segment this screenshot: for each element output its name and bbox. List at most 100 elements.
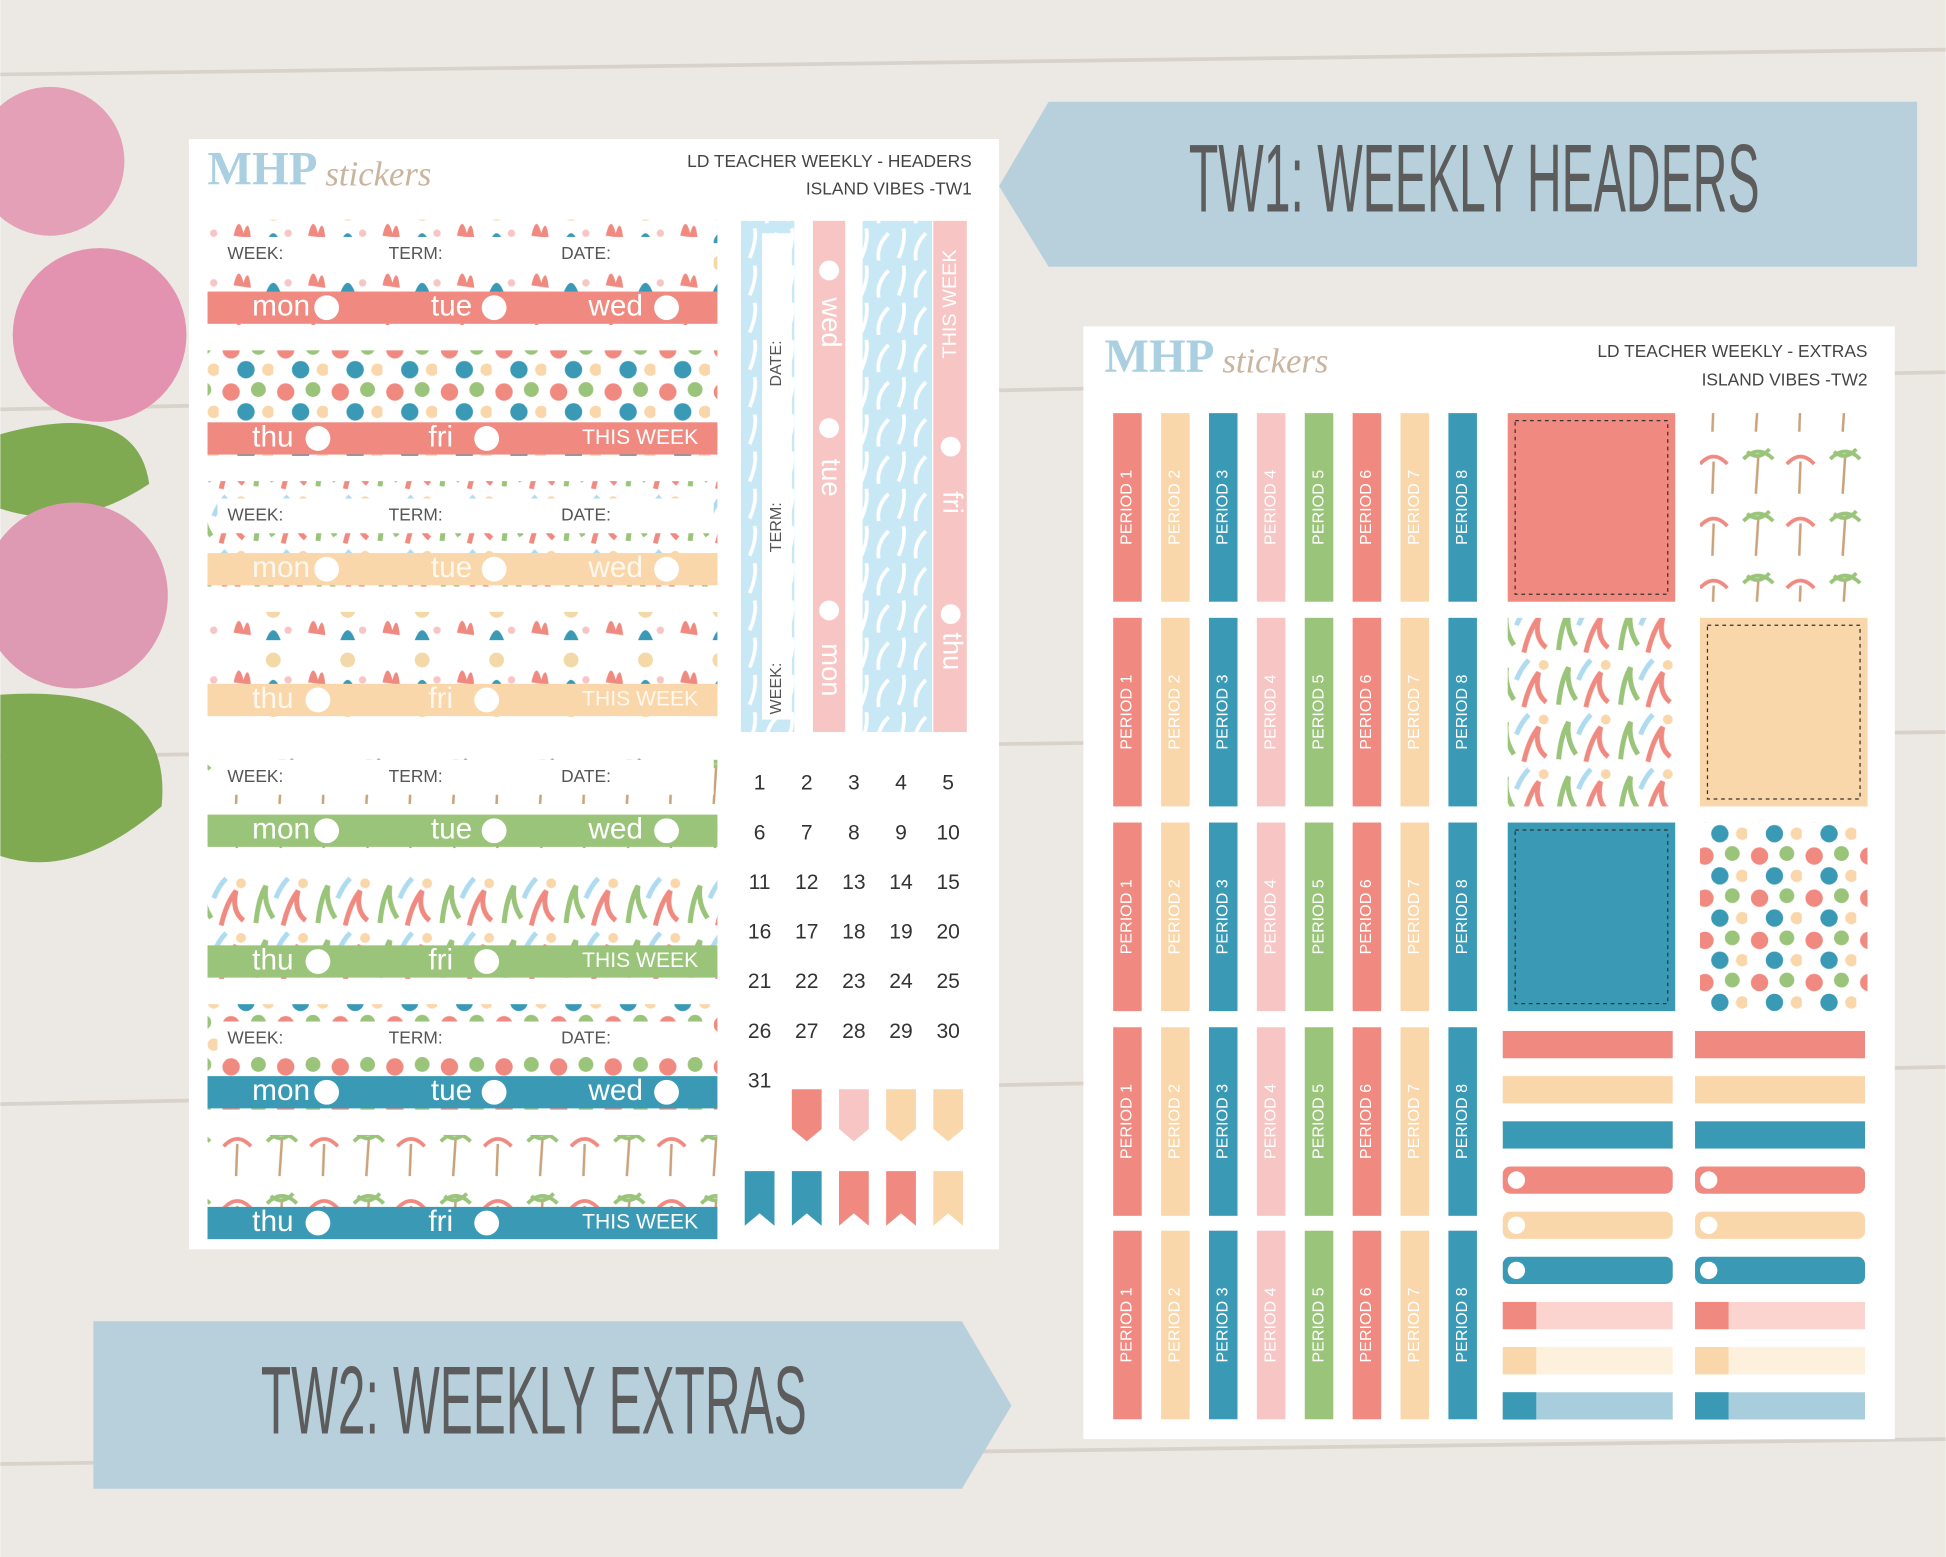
day-circle — [474, 1210, 500, 1236]
day-circle — [819, 260, 840, 281]
bar-sticker — [1502, 1256, 1673, 1285]
sheet-title: LD TEACHER WEEKLY - HEADERS — [687, 151, 972, 171]
period-strip — [1256, 413, 1286, 602]
banner-top — [999, 101, 1918, 267]
bar-sticker — [1695, 1211, 1866, 1239]
flag — [839, 1171, 869, 1226]
square-sticker — [1700, 822, 1868, 1012]
date-number: 5 — [942, 772, 954, 795]
day-label: tue — [431, 551, 472, 584]
period-strip — [1208, 413, 1238, 602]
day-label: mon — [252, 813, 310, 846]
flowers — [0, 86, 187, 863]
date-number: 3 — [848, 772, 860, 795]
date-number: 9 — [895, 821, 907, 844]
day-circle — [481, 556, 507, 582]
day-band — [207, 683, 718, 717]
period-label: PERIOD 1 — [1118, 1287, 1136, 1362]
period-label: PERIOD 6 — [1357, 1287, 1375, 1362]
day-circle — [654, 556, 679, 582]
field-label: TERM: — [389, 243, 443, 263]
period-label: PERIOD 7 — [1405, 470, 1423, 545]
period-label: PERIOD 8 — [1453, 1084, 1471, 1159]
day-label: mon — [252, 1074, 310, 1107]
period-label: PERIOD 7 — [1405, 674, 1423, 749]
bar-sticker — [1695, 1121, 1866, 1149]
period-label: PERIOD 4 — [1261, 470, 1279, 545]
bar-sticker — [1695, 1076, 1866, 1104]
vertical-day: wed — [816, 297, 847, 348]
day-band — [207, 291, 718, 324]
flag — [933, 1089, 964, 1142]
vertical-day: fri — [937, 491, 968, 514]
bar-circle — [1507, 1261, 1526, 1280]
day-circle — [819, 418, 840, 438]
flag — [886, 1171, 916, 1226]
period-label: PERIOD 5 — [1309, 1287, 1327, 1362]
period-label: PERIOD 5 — [1309, 674, 1327, 749]
date-number: 20 — [936, 921, 959, 944]
square-border — [1514, 829, 1669, 1005]
day-circle — [474, 687, 500, 713]
square-sticker — [1507, 822, 1676, 1012]
field-label: WEEK: — [227, 1027, 283, 1047]
bar-tab — [1502, 1392, 1537, 1420]
day-band — [207, 1206, 718, 1240]
banner-top-text: TW1: WEEKLY HEADERS — [1189, 124, 1760, 233]
field-label: WEEK: — [227, 243, 283, 263]
date-number: 27 — [795, 1020, 818, 1043]
day-label: fri — [428, 1205, 453, 1238]
vertical-box — [762, 233, 792, 720]
brand: MHP — [208, 144, 318, 196]
day-band — [207, 1076, 718, 1109]
period-label: PERIOD 5 — [1309, 470, 1327, 545]
period-label: PERIOD 6 — [1357, 674, 1375, 749]
period-strip — [1256, 1027, 1286, 1216]
day-circle — [654, 1079, 679, 1105]
day-circle — [474, 949, 500, 974]
bar-circle — [1507, 1216, 1526, 1234]
bar-sticker — [1502, 1211, 1673, 1239]
day-label: mon — [252, 551, 310, 584]
period-label: PERIOD 1 — [1118, 674, 1136, 749]
period-strip — [1400, 1027, 1430, 1216]
period-strip — [1304, 1230, 1334, 1420]
period-label: PERIOD 4 — [1261, 1084, 1279, 1159]
brand: MHP — [1105, 331, 1215, 383]
period-label: PERIOD 3 — [1214, 1287, 1232, 1362]
field-label: WEEK: — [227, 504, 283, 524]
square-sticker — [1700, 617, 1868, 807]
date-number: 22 — [795, 970, 818, 993]
period-label: PERIOD 8 — [1453, 470, 1471, 545]
period-strip — [1161, 1027, 1190, 1216]
day-label: tue — [431, 813, 472, 846]
period-label: PERIOD 8 — [1453, 879, 1471, 954]
brand-script: stickers — [1222, 342, 1328, 381]
date-number: 24 — [889, 970, 913, 993]
period-strip — [1448, 617, 1477, 807]
day-circle — [481, 818, 507, 844]
date-number: 10 — [936, 821, 959, 844]
field-box — [217, 498, 714, 534]
square-sticker — [1507, 617, 1676, 807]
sheet-subtitle: ISLAND VIBES -TW2 — [1702, 369, 1868, 389]
period-strip — [1113, 1230, 1142, 1420]
vertical-field: DATE: — [767, 340, 785, 386]
date-number: 17 — [795, 921, 818, 944]
day-circle — [314, 1079, 340, 1105]
date-number: 7 — [801, 821, 813, 844]
period-label: PERIOD 4 — [1261, 674, 1279, 749]
day-label: tue — [431, 290, 472, 323]
day-label: mon — [252, 290, 310, 323]
date-number: 21 — [748, 970, 771, 993]
period-strip — [1256, 822, 1286, 1012]
day-circle — [305, 426, 331, 451]
field-label: DATE: — [561, 243, 611, 263]
square-sticker — [1507, 413, 1676, 602]
date-number: 18 — [842, 921, 865, 944]
bar-circle — [1700, 1261, 1718, 1280]
day-label: thu — [252, 420, 293, 453]
period-strip — [1400, 822, 1430, 1012]
period-label: PERIOD 3 — [1214, 674, 1232, 749]
